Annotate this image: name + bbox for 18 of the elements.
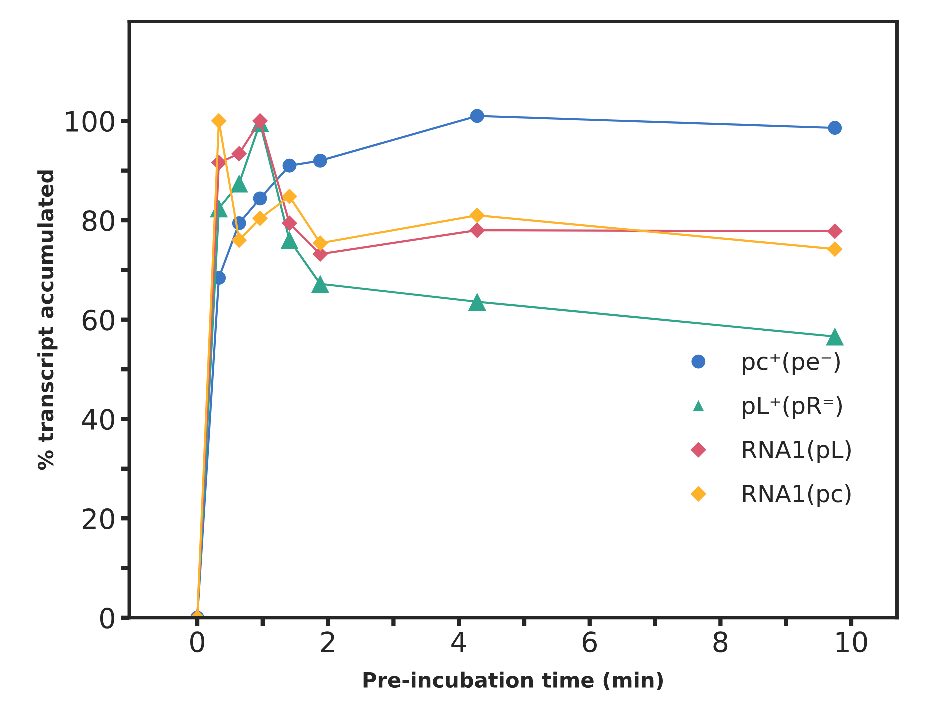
y-tick-label: 100 bbox=[66, 111, 114, 132]
x-tick-label: 10 bbox=[836, 632, 868, 653]
x-tick-label: 4 bbox=[452, 632, 466, 652]
y-tick-label: 0 bbox=[100, 608, 114, 629]
y-axis-title: % transcript accumulated bbox=[38, 170, 58, 470]
x-tick-label: 8 bbox=[714, 632, 728, 653]
y-tick-label: 20 bbox=[82, 508, 114, 530]
y-tick-label: 60 bbox=[82, 310, 114, 331]
legend-label: RNA1(pc) bbox=[743, 484, 851, 508]
legend-label: RNA1(pL) bbox=[743, 440, 851, 464]
y-tick-label: 40 bbox=[82, 409, 114, 430]
x-tick-label: 0 bbox=[190, 632, 205, 653]
legend-label: pL⁺(pR⁼) bbox=[743, 396, 842, 420]
x-axis-title: Pre-incubation time (min) bbox=[364, 672, 664, 690]
legend-label: pc⁺(pe⁻) bbox=[743, 352, 840, 375]
y-tick-label: 80 bbox=[82, 210, 114, 232]
x-tick-label: 2 bbox=[322, 632, 334, 652]
x-tick-label: 6 bbox=[582, 632, 597, 653]
